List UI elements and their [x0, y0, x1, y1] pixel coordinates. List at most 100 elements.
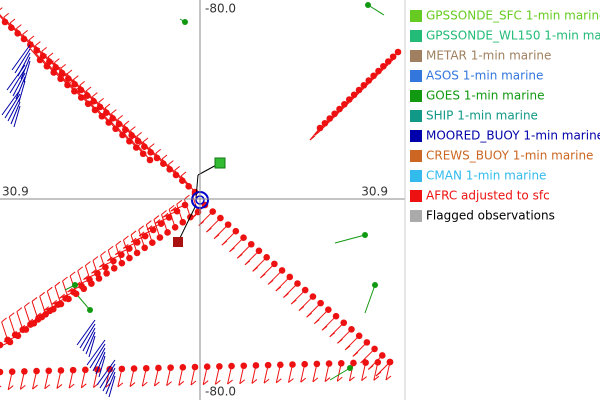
barb-flag	[141, 381, 148, 387]
obs-dot	[217, 214, 224, 222]
barb-flag	[142, 137, 149, 143]
barb-flag	[115, 250, 121, 255]
barb-flag	[288, 378, 294, 383]
barb-flag	[348, 97, 355, 103]
obs-dot	[240, 234, 247, 242]
barb-flag	[375, 371, 382, 377]
obs-dot	[240, 362, 248, 370]
barb-flag	[367, 365, 374, 370]
buoy-barb	[12, 72, 26, 97]
buoy-barb	[79, 323, 96, 349]
legend-swatch	[410, 30, 422, 42]
legend-swatch	[410, 50, 422, 62]
wind-barb	[180, 175, 196, 193]
barb-flag	[353, 92, 360, 98]
barb-flag	[329, 332, 336, 338]
obs-dot	[355, 332, 363, 340]
obs-dot	[155, 364, 162, 372]
wind-barb	[15, 28, 31, 45]
barb-flag	[363, 83, 369, 89]
barb-flag	[47, 52, 54, 58]
barb-flag	[155, 148, 161, 154]
obs-dot	[362, 359, 369, 366]
barb-flag	[107, 256, 113, 262]
wind-barb	[91, 96, 107, 113]
buoy-barb	[95, 351, 106, 375]
legend-label: METAR 1-min marine	[426, 49, 551, 63]
legend-label: AFRC adjusted to sfc	[426, 189, 550, 203]
buoy-barb	[102, 367, 116, 392]
legend-swatch	[410, 70, 422, 82]
barb-flag	[136, 131, 142, 137]
barb-flag	[178, 380, 185, 386]
barb-flag	[41, 46, 47, 52]
lat-label-right: 30.9	[361, 185, 388, 199]
wind-barb	[148, 147, 164, 164]
barb-flag	[138, 225, 145, 231]
legend: GPSSONDE_SFC 1-min marine GPSSONDE_WL150 …	[410, 9, 600, 223]
barb-flag	[51, 300, 57, 305]
barb-flag	[11, 331, 18, 336]
buoy-barb	[1, 89, 21, 116]
barb-flag	[35, 312, 42, 318]
barb-flag	[174, 165, 180, 171]
obs-dot	[332, 312, 340, 320]
barb-flag	[117, 122, 123, 128]
barb-flag	[352, 351, 359, 357]
buoy-barb	[14, 48, 31, 74]
barb-flag	[306, 312, 312, 318]
buoy-barb	[105, 371, 116, 395]
legend-label: CMAN 1-min marine	[426, 169, 546, 183]
link	[195, 174, 199, 199]
barb-flag	[16, 307, 23, 313]
barb-flag	[8, 312, 15, 318]
wind-barb	[85, 90, 101, 108]
barb-flag	[154, 219, 161, 224]
barb-flag	[336, 376, 343, 382]
barb-flag	[344, 345, 351, 351]
barb-flag	[16, 24, 22, 30]
obs-dot	[317, 299, 324, 307]
legend-label: CREWS_BUOY 1-min marine	[426, 149, 593, 163]
wind-barb	[22, 34, 38, 51]
station-dot	[365, 2, 371, 8]
obs-dot	[149, 239, 156, 246]
barb-flag	[44, 384, 51, 390]
barb-flag	[168, 204, 175, 210]
buoy-barb	[88, 335, 96, 358]
obs-dot	[118, 365, 126, 373]
obs-dot	[103, 270, 110, 277]
wind-barb	[9, 22, 25, 40]
barb-flag	[300, 377, 306, 383]
obs-dot	[255, 247, 263, 255]
barb-flag	[117, 382, 124, 388]
buoy-barb	[76, 319, 96, 346]
obs-dot	[156, 234, 164, 241]
barb-flag	[89, 97, 96, 103]
obs-dot	[130, 365, 138, 372]
obs-dot	[301, 360, 308, 368]
barb-flag	[130, 237, 137, 243]
legend-label: MOORED_BUOY 1-min marine	[426, 129, 600, 143]
buoy-barb	[9, 68, 26, 94]
barb-flag	[373, 73, 379, 79]
barb-flag	[324, 121, 330, 127]
legend-label: Flagged observations	[426, 209, 555, 223]
wind-barb	[41, 51, 57, 68]
barb-flag	[358, 88, 365, 93]
obs-dot	[106, 365, 113, 373]
barb-flag	[77, 266, 84, 272]
barb-flag	[31, 297, 38, 302]
barb-flag	[68, 79, 75, 84]
barb-flag	[1, 317, 7, 323]
barb-flag	[314, 130, 321, 136]
barb-flag	[54, 281, 61, 287]
barb-flag	[314, 319, 320, 325]
buoy-barb	[6, 64, 26, 91]
wind-barb	[167, 164, 183, 181]
obs-dot	[378, 352, 386, 359]
barb-flag	[221, 240, 228, 246]
barb-flag	[275, 286, 282, 292]
wind-barb	[0, 13, 12, 28]
barb-flag	[92, 92, 98, 98]
